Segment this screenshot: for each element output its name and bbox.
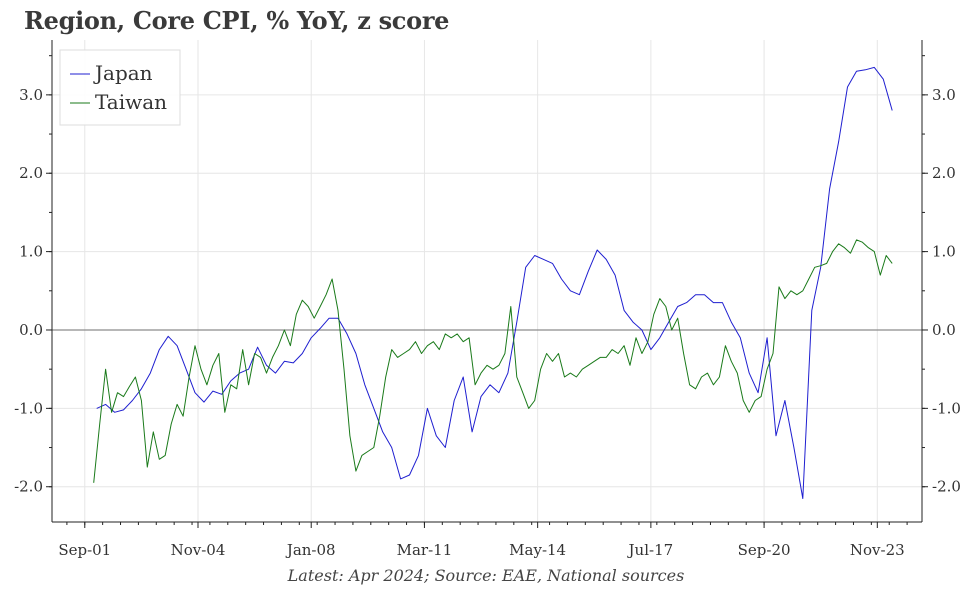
y-tick-label-left: -2.0 [14, 478, 43, 496]
series-line-japan [96, 66, 893, 499]
series-lines [93, 66, 893, 499]
x-tick-label: Nov-23 [850, 541, 905, 559]
y-tick-label-right: -1.0 [932, 399, 961, 417]
source-note: Latest: Apr 2024; Source: EAE, National … [287, 566, 685, 585]
y-tick-label-right: 2.0 [932, 164, 956, 182]
legend-box [59, 49, 181, 126]
x-tick-label: Sep-20 [738, 541, 791, 559]
x-tick-label: Sep-01 [58, 541, 111, 559]
x-tick-label: Nov-04 [171, 541, 226, 559]
y-tick-label-right: 1.0 [932, 243, 956, 261]
y-tick-label-right: 0.0 [932, 321, 956, 339]
x-axis-ticks: Sep-01 Nov-04 Jan-08 Mar-11 May-14 Jul-17 Sep-… [58, 522, 908, 559]
legend: Japan Taiwan [59, 49, 181, 126]
x-tick-label: Jan-08 [285, 541, 336, 559]
y-tick-label-right: -2.0 [932, 478, 961, 496]
y-tick-label-left: 0.0 [19, 321, 43, 339]
x-tick-label: Jul-17 [627, 541, 674, 559]
axes [51, 40, 923, 523]
chart-title: Region, Core CPI, % YoY, z score [24, 6, 450, 35]
x-tick-label: Mar-11 [397, 541, 453, 559]
series-line-taiwan [93, 239, 893, 483]
x-tick-label: May-14 [509, 541, 566, 559]
y-tick-label-left: 3.0 [19, 86, 43, 104]
y-axis-right-ticks: -2.0 -1.0 0.0 1.0 2.0 3.0 [922, 55, 961, 496]
gridlines [52, 40, 922, 522]
legend-label-japan: Japan [93, 61, 153, 85]
legend-label-taiwan: Taiwan [95, 90, 167, 114]
y-tick-label-left: 2.0 [19, 164, 43, 182]
y-tick-label-right: 3.0 [932, 86, 956, 104]
y-tick-label-left: -1.0 [14, 399, 43, 417]
y-tick-label-left: 1.0 [19, 243, 43, 261]
y-axis-left-ticks: -2.0 -1.0 0.0 1.0 2.0 3.0 [14, 55, 52, 496]
